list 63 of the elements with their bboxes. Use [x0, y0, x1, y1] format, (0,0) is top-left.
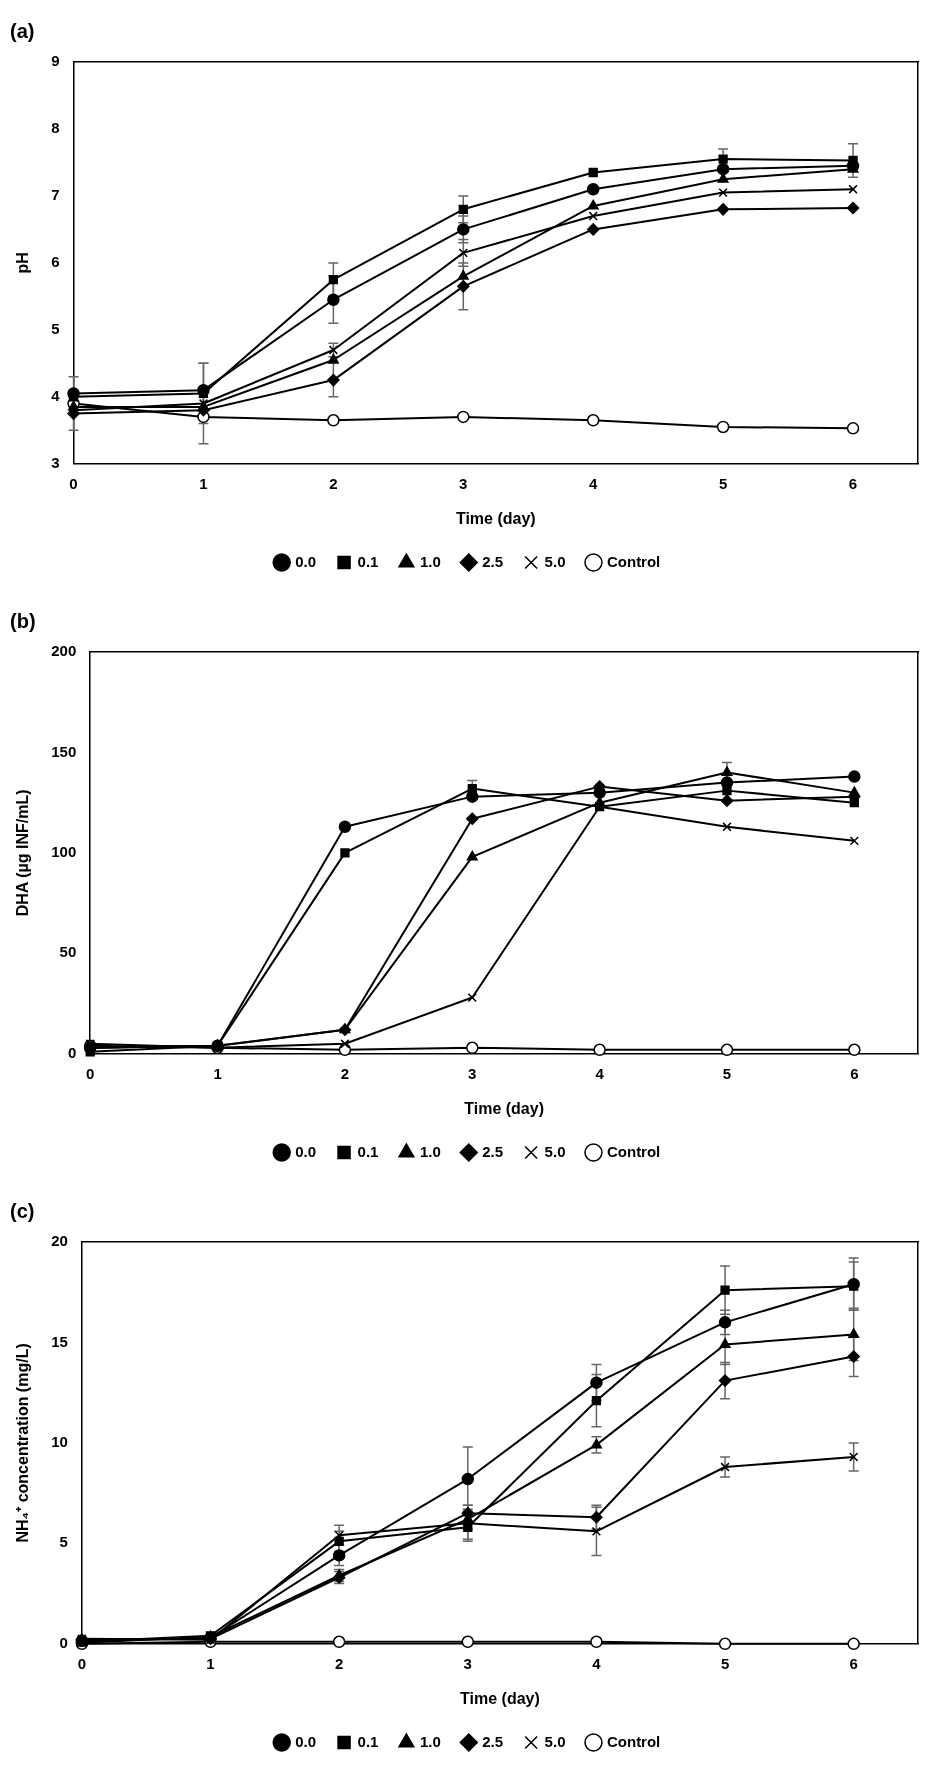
- x-tick-label: 6: [848, 474, 858, 492]
- y-axis-title: DHA (µg INF/mL): [14, 789, 32, 917]
- x-tick-label: 1: [213, 1064, 222, 1082]
- y-tick-label: 50: [59, 943, 77, 961]
- legend-label: 1.0: [419, 1142, 441, 1160]
- y-tick-label: 150: [51, 742, 77, 760]
- x-tick-label: 3: [468, 1064, 477, 1082]
- y-tick-label: 0: [67, 1043, 77, 1061]
- y-tick-label: 0: [59, 1633, 68, 1651]
- x-tick-label: 1: [199, 474, 208, 492]
- y-tick-label: 3: [51, 453, 60, 471]
- chart-title: (b): [10, 609, 36, 632]
- x-tick-label: 4: [592, 1654, 602, 1672]
- x-tick-label: 1: [206, 1654, 215, 1672]
- y-tick-label: 9: [51, 52, 60, 70]
- legend-label: 5.0: [544, 552, 566, 570]
- y-tick-label: 8: [51, 119, 60, 137]
- y-tick-label: 6: [51, 253, 60, 271]
- y-axis-title: pH: [14, 252, 32, 274]
- x-tick-label: 3: [463, 1654, 472, 1672]
- legend-label: Control: [606, 552, 661, 570]
- y-tick-label: 10: [51, 1433, 68, 1451]
- y-tick-label: 7: [51, 186, 60, 204]
- x-axis-title: Time (day): [460, 1689, 540, 1707]
- y-axis-title: NH₄⁺ concentration (mg/L): [14, 1343, 32, 1543]
- y-tick-label: 4: [51, 386, 61, 404]
- chart-title: (a): [10, 19, 35, 42]
- y-tick-label: 100: [51, 843, 77, 861]
- x-axis-title: Time (day): [464, 1099, 544, 1117]
- x-tick-label: 5: [722, 1064, 732, 1082]
- legend-label: 2.5: [482, 552, 504, 570]
- x-tick-label: 0: [86, 1064, 95, 1082]
- y-tick-label: 20: [51, 1232, 68, 1250]
- legend-label: 0.0: [295, 552, 317, 570]
- chart-title: (c): [10, 1199, 35, 1222]
- x-tick-label: 5: [720, 1654, 730, 1672]
- legend-label: 2.5: [482, 1732, 504, 1750]
- y-tick-label: 5: [59, 1533, 68, 1551]
- y-tick-label: 5: [51, 320, 60, 338]
- x-tick-label: 2: [329, 474, 338, 492]
- legend-label: 0.0: [295, 1142, 317, 1160]
- legend-label: 0.1: [357, 1142, 379, 1160]
- x-tick-label: 2: [334, 1654, 344, 1672]
- legend-label: 5.0: [544, 1732, 566, 1750]
- legend-label: 0.0: [295, 1732, 317, 1750]
- x-tick-label: 4: [595, 1064, 605, 1082]
- y-tick-label: 200: [51, 642, 77, 660]
- legend-label: 1.0: [419, 1732, 441, 1750]
- x-tick-label: 6: [850, 1064, 859, 1082]
- legend-label: Control: [606, 1142, 661, 1160]
- legend-label: 0.1: [357, 552, 379, 570]
- x-axis-title: Time (day): [455, 509, 536, 527]
- legend-label: 2.5: [482, 1142, 504, 1160]
- x-tick-label: 6: [849, 1654, 858, 1672]
- x-tick-label: 5: [718, 474, 728, 492]
- x-tick-label: 3: [459, 474, 468, 492]
- y-tick-label: 15: [51, 1332, 68, 1350]
- x-tick-label: 4: [589, 474, 599, 492]
- legend-label: 1.0: [419, 552, 441, 570]
- x-tick-label: 2: [340, 1064, 350, 1082]
- legend-label: Control: [606, 1732, 661, 1750]
- legend-label: 0.1: [357, 1732, 379, 1750]
- legend-label: 5.0: [544, 1142, 566, 1160]
